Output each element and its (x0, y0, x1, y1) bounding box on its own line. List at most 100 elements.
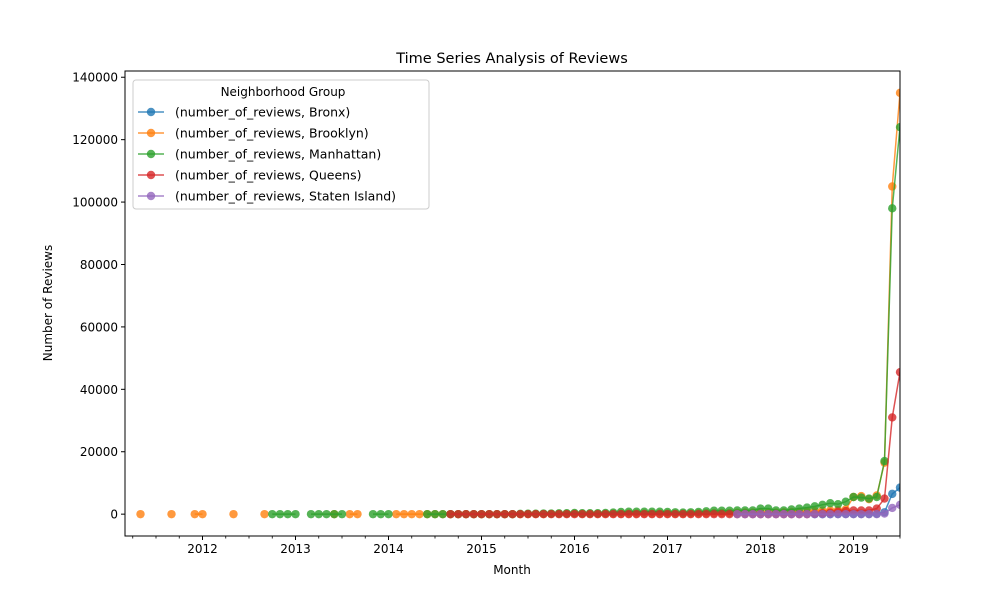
data-point (671, 509, 680, 519)
x-tick-label: 2014 (373, 542, 404, 556)
data-point (888, 489, 897, 499)
data-point (601, 509, 610, 519)
axes-frame (124, 70, 901, 537)
data-point (500, 509, 509, 519)
data-point (547, 509, 556, 519)
data-point (523, 509, 533, 519)
data-point (430, 509, 440, 519)
data-point (779, 509, 788, 519)
chart-title: Time Series Analysis of Reviews (395, 51, 628, 67)
data-point (880, 456, 889, 466)
data-point (376, 509, 385, 519)
data-point (647, 509, 657, 519)
data-point (632, 509, 641, 519)
x-tick-label: 2019 (838, 542, 869, 556)
data-point (353, 509, 362, 519)
series-4 (733, 500, 900, 519)
data-point (539, 509, 548, 519)
x-tick-label: 2016 (559, 542, 590, 556)
x-tick-label: 2018 (745, 542, 776, 556)
data-point (585, 509, 595, 519)
data-point (826, 509, 835, 519)
data-point (888, 413, 897, 422)
data-point (423, 509, 432, 519)
data-point (841, 509, 850, 519)
data-point (895, 88, 900, 98)
data-point (570, 509, 579, 519)
data-point (740, 509, 750, 519)
data-point (810, 509, 819, 519)
x-tick-label: 2013 (280, 542, 311, 556)
data-point (818, 500, 827, 509)
data-point (888, 204, 897, 213)
y-tick-label: 20000 (80, 445, 118, 459)
y-tick-label: 140000 (72, 71, 118, 85)
data-point (663, 509, 672, 519)
legend-swatch-marker (146, 170, 156, 180)
data-point (283, 509, 292, 519)
data-point (554, 509, 564, 519)
y-tick-label: 80000 (80, 258, 118, 272)
x-tick-label: 2015 (466, 542, 497, 556)
legend-title: Neighborhood Group (221, 85, 346, 99)
data-point (771, 509, 781, 519)
data-point (841, 497, 850, 506)
data-point (833, 499, 843, 509)
data-point (756, 509, 765, 519)
legend-swatch-marker (146, 128, 156, 138)
series-group (136, 88, 900, 519)
data-point (880, 494, 889, 503)
data-point (895, 483, 900, 492)
legend: Neighborhood Group (number_of_reviews, B… (132, 79, 430, 210)
data-point (694, 509, 703, 519)
data-point (733, 509, 742, 519)
data-point (345, 509, 354, 519)
data-point (578, 509, 587, 519)
data-point (314, 509, 323, 519)
data-point (415, 509, 424, 519)
data-point (616, 509, 626, 519)
data-point (477, 509, 486, 519)
legend-swatch-marker (146, 149, 156, 159)
data-point (260, 509, 269, 519)
data-point (802, 503, 812, 512)
data-point (895, 367, 900, 377)
data-point (702, 509, 711, 519)
legend-entry-label: (number_of_reviews, Staten Island) (175, 189, 396, 204)
legend-entry-label: (number_of_reviews, Queens) (175, 168, 361, 183)
data-point (392, 509, 401, 519)
data-point (764, 509, 773, 519)
data-point (872, 509, 881, 519)
legend-entry-label: (number_of_reviews, Manhattan) (175, 147, 381, 162)
legend-entry-label: (number_of_reviews, Bronx) (175, 105, 350, 120)
data-point (446, 509, 455, 519)
x-tick-label: 2012 (187, 542, 218, 556)
data-point (864, 509, 874, 519)
data-point (748, 509, 757, 519)
data-point (826, 499, 835, 508)
data-point (330, 509, 339, 519)
data-point (655, 509, 664, 519)
data-point (291, 509, 300, 519)
y-tick-label: 0 (110, 508, 118, 522)
data-point (833, 509, 843, 519)
data-point (802, 509, 812, 519)
data-point (857, 509, 866, 519)
data-point (438, 509, 447, 519)
data-point (857, 493, 866, 502)
y-tick-label: 100000 (72, 196, 118, 210)
data-point (709, 509, 719, 519)
data-point (461, 509, 471, 519)
data-point (198, 509, 207, 519)
legend-entry-label: (number_of_reviews, Brooklyn) (175, 126, 369, 141)
data-point (306, 509, 316, 519)
data-point (624, 509, 633, 519)
data-point (167, 509, 176, 519)
data-point (516, 509, 525, 519)
plot-area: 0 20000 40000 60000 80000 100000 120000 140000 2… (72, 70, 901, 556)
data-point (686, 509, 695, 519)
data-point (640, 509, 649, 519)
y-tick-label: 40000 (80, 383, 118, 397)
data-point (725, 509, 734, 519)
